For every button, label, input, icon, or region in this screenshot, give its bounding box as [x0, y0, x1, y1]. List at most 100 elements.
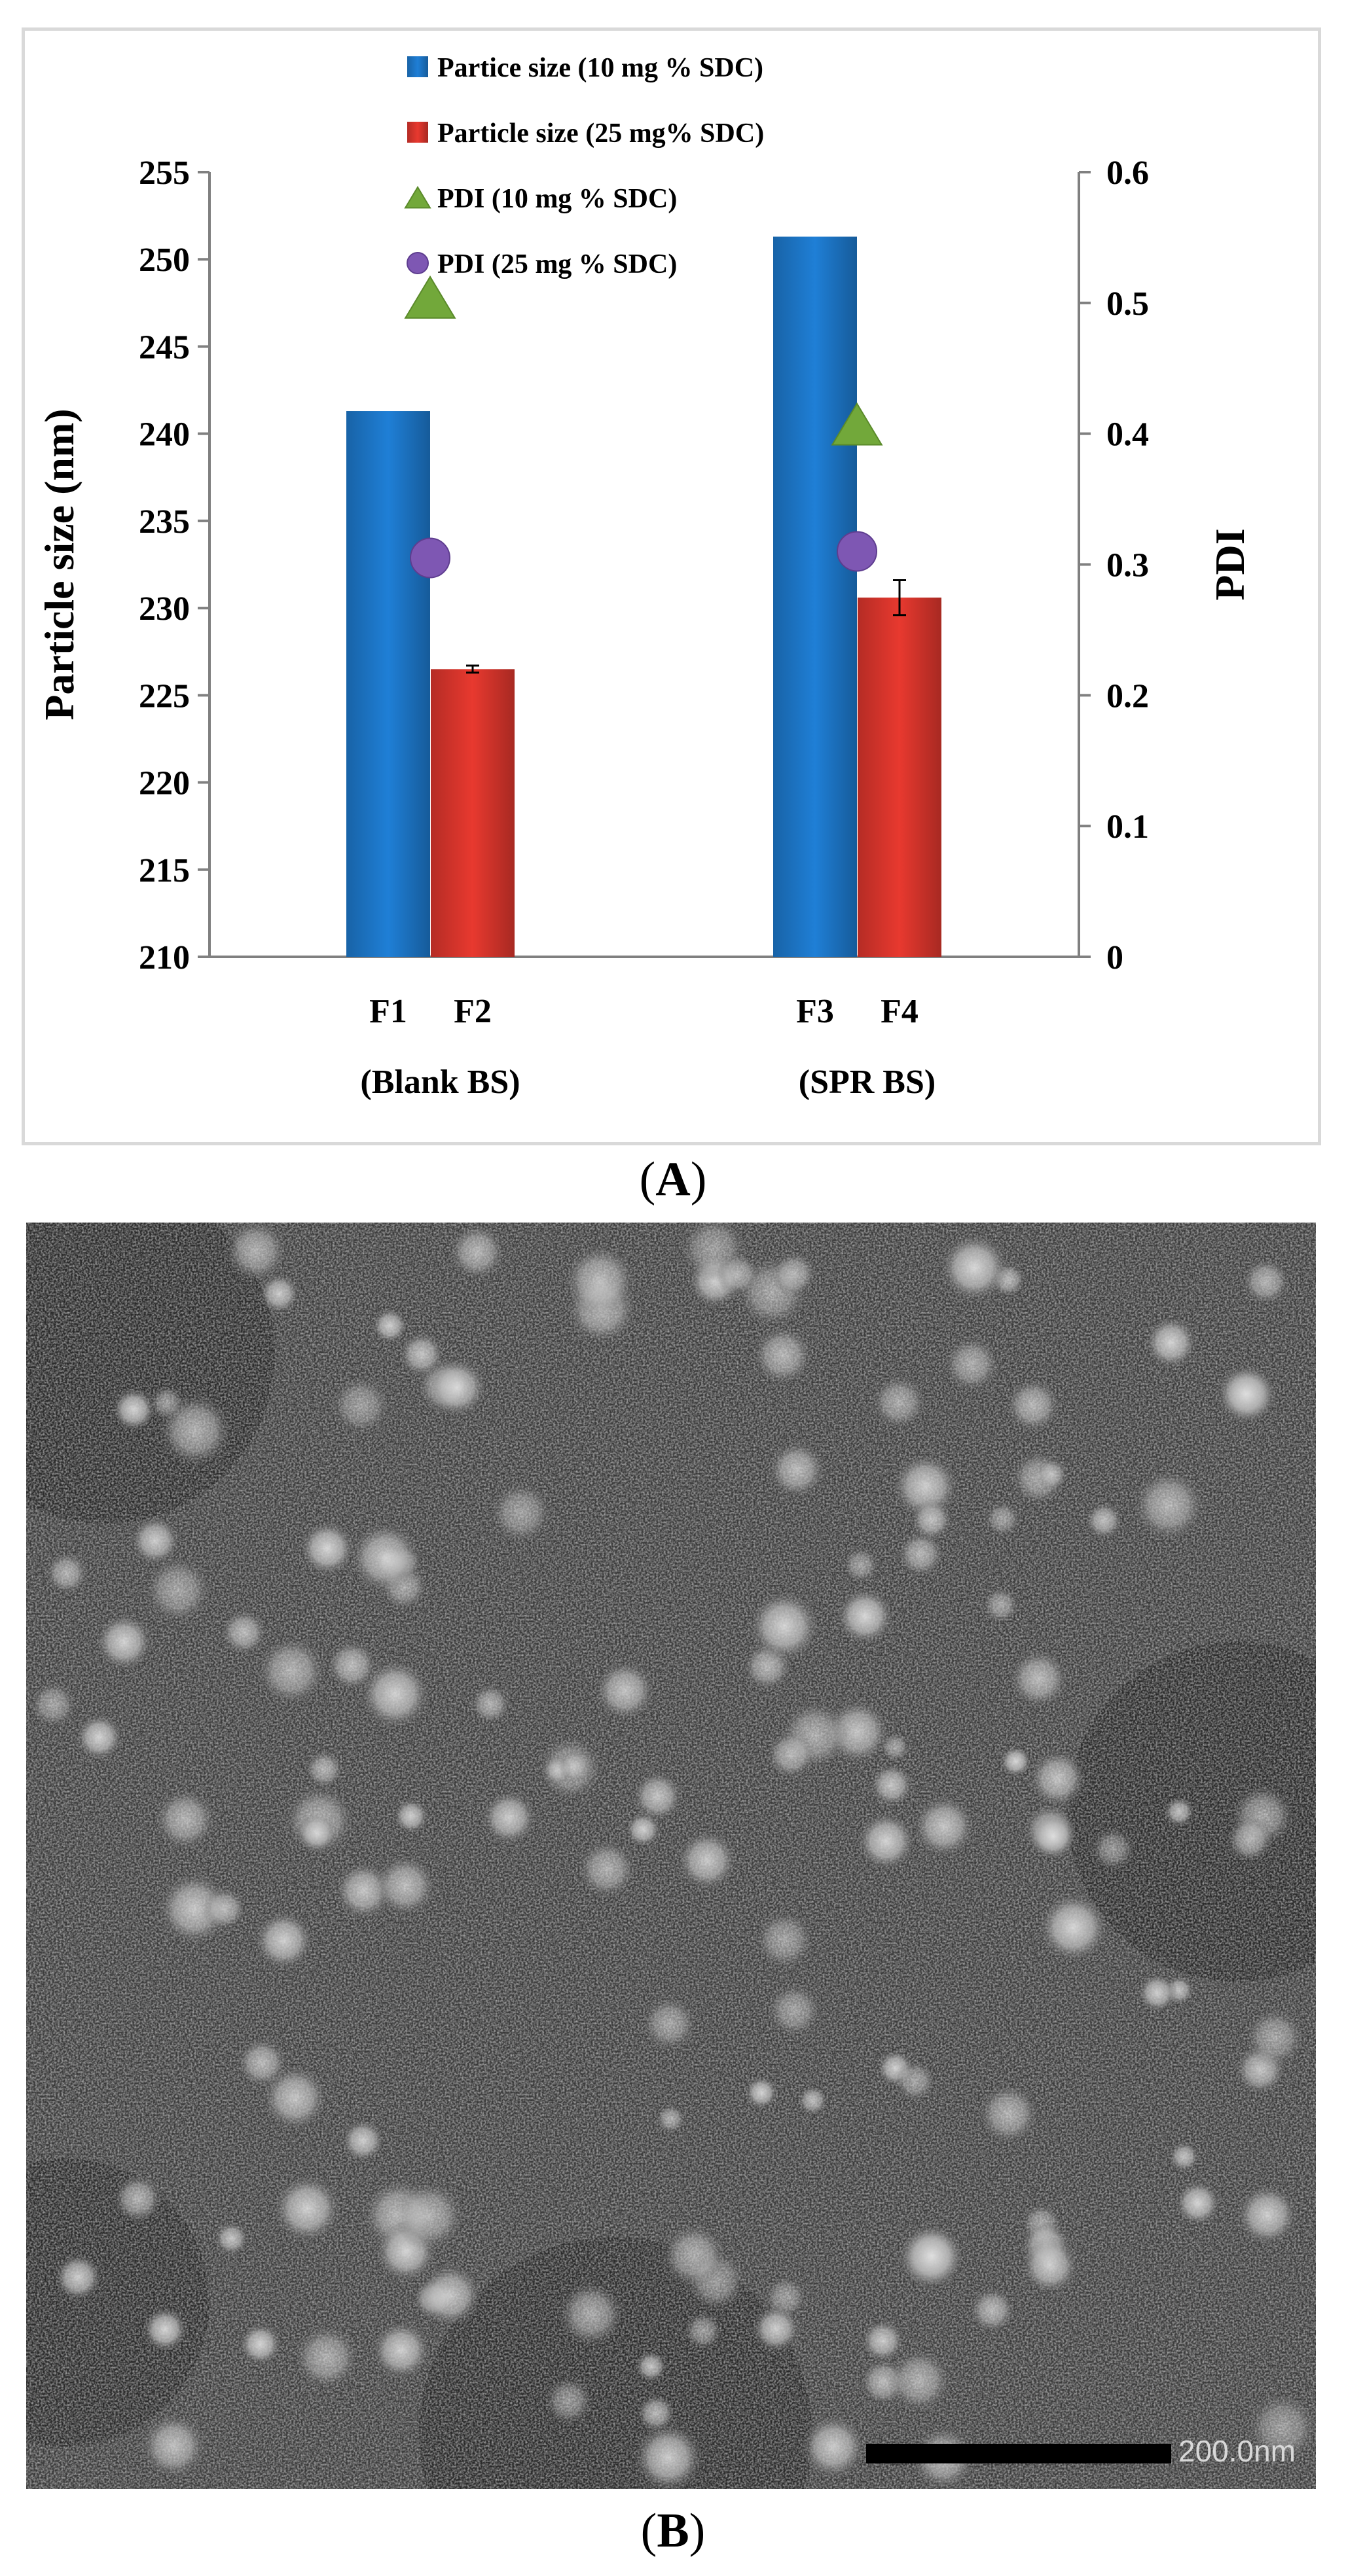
nanovesicle	[142, 2307, 188, 2352]
nanovesicle	[661, 2223, 726, 2289]
bar-f2	[431, 669, 515, 957]
nanovesicle	[399, 1332, 445, 1377]
nanovesicle	[254, 1910, 314, 1970]
pdi-triangle-marker	[404, 275, 456, 319]
nanovesicle	[372, 2321, 431, 2380]
nanovesicle	[54, 2253, 102, 2301]
nanovesicle	[635, 2350, 667, 2382]
nanovesicle	[1164, 1797, 1195, 1827]
panel-b-caption: (B)	[640, 2504, 706, 2558]
nanovesicle	[394, 2181, 464, 2251]
nanovesicle	[894, 2060, 936, 2102]
nanovesicle	[273, 2175, 341, 2243]
left-y-tick-label: 230	[139, 590, 190, 628]
nanovesicle	[427, 1357, 487, 1417]
nanovesicle	[300, 1521, 355, 1576]
nanovesicle	[577, 1840, 636, 1899]
nanovesicle	[911, 1499, 953, 1541]
right-y-axis-title: PDI	[1207, 528, 1253, 600]
nanovesicle	[112, 1387, 156, 1431]
nanovesicle	[558, 1749, 591, 1783]
right-y-tick-label: 0.6	[1106, 154, 1149, 192]
legend-swatch-bar	[407, 122, 428, 143]
nanovesicle	[144, 1556, 211, 1624]
particle-size-pdi-chart: 210 215 220 225 230 235 240 245 250 255 0 0.1 0.2 0.3…	[36, 53, 1253, 1101]
nanovesicle	[1237, 2184, 1298, 2245]
nanovesicle	[294, 2325, 359, 2389]
left-y-tick-label: 255	[139, 154, 190, 192]
nanovesicle	[564, 1245, 636, 1317]
nanovesicle	[985, 1501, 1021, 1537]
nanovesicle	[360, 1659, 430, 1729]
nanovesicle	[1245, 2008, 1304, 2067]
nanovesicle	[861, 2319, 904, 2363]
nanovesicle	[970, 2287, 1015, 2333]
nanovesicle	[545, 2376, 593, 2425]
nanovesicle	[1006, 1378, 1061, 1433]
nanovesicle	[221, 1609, 267, 1655]
left-y-axis-title: Particle size (nm)	[36, 408, 82, 720]
nanovesicle	[745, 2076, 778, 2109]
nanovesicle	[801, 2414, 865, 2479]
nanovesicle	[594, 1660, 655, 1721]
nanovesicle	[331, 1376, 390, 1435]
nanovesicle	[1144, 1316, 1197, 1369]
legend-swatch-circle	[407, 252, 429, 274]
nanovesicle	[1216, 1365, 1275, 1423]
nanovesicle	[418, 2263, 482, 2327]
nanovesicle	[30, 1681, 77, 1728]
nanovesicle	[900, 2224, 964, 2289]
nanovesicle	[767, 1730, 816, 1779]
nanovesicle	[374, 1855, 436, 1916]
nanovesicle	[393, 1798, 429, 1834]
nanovesicle	[350, 1522, 421, 1593]
right-y-tick-label: 0	[1106, 939, 1123, 976]
nanovesicle	[1021, 2236, 1079, 2294]
nanovesicle	[857, 1812, 915, 1870]
nanovesicle	[141, 2413, 206, 2478]
nanovesicle	[634, 2423, 703, 2489]
nanovesicle	[214, 2221, 248, 2255]
nanovesicle	[96, 1613, 153, 1671]
nanovesicle	[203, 1887, 246, 1931]
nanovesicle	[327, 1640, 377, 1690]
nanovesicle	[771, 1251, 817, 1297]
left-y-tick-label: 235	[139, 503, 190, 541]
nanovesicle	[880, 1732, 910, 1762]
nanovesicle	[797, 2085, 828, 2116]
x-category-label: F1	[369, 993, 407, 1030]
nanovesicle	[448, 1224, 505, 1280]
scale-bar	[866, 2444, 1171, 2463]
nanovesicle	[749, 1590, 820, 1662]
nanovesicle	[1085, 1502, 1123, 1539]
nanovesicle	[1091, 1827, 1135, 1871]
nanovesicle	[1029, 1749, 1087, 1808]
right-y-tick-label: 0.4	[1106, 416, 1149, 454]
nanovesicle	[869, 1763, 913, 1807]
nanovesicle	[490, 1482, 552, 1543]
nanovesicle	[341, 2119, 384, 2162]
nanovesicle	[716, 1252, 759, 1296]
nanovesicle	[677, 1830, 737, 1891]
nanovesicle	[470, 1684, 511, 1725]
nanovesicle	[158, 1393, 232, 1467]
nanovesicle	[898, 1531, 944, 1577]
chart-panel	[22, 27, 1321, 1145]
nanovesicle	[130, 1516, 180, 1565]
left-y-tick-label: 215	[139, 852, 190, 889]
nanovesicle	[768, 1440, 826, 1498]
left-y-tick-label: 210	[139, 939, 190, 976]
nanovesicle	[154, 1789, 216, 1850]
nanovesicle	[45, 1551, 88, 1595]
legend-swatch-triangle	[404, 186, 431, 209]
nanovesicle	[642, 1996, 697, 2051]
nanovesicle	[1038, 1892, 1108, 1963]
nanovesicle	[982, 1586, 1019, 1624]
nanovesicle	[1010, 1649, 1068, 1708]
bar-f1	[346, 411, 430, 957]
nanovesicle	[158, 1872, 230, 1945]
nanovesicle	[1036, 1458, 1068, 1490]
left-y-tick-label: 250	[139, 241, 190, 279]
nanovesicle	[1138, 1973, 1177, 2012]
nanovesicle	[1169, 2141, 1199, 2172]
